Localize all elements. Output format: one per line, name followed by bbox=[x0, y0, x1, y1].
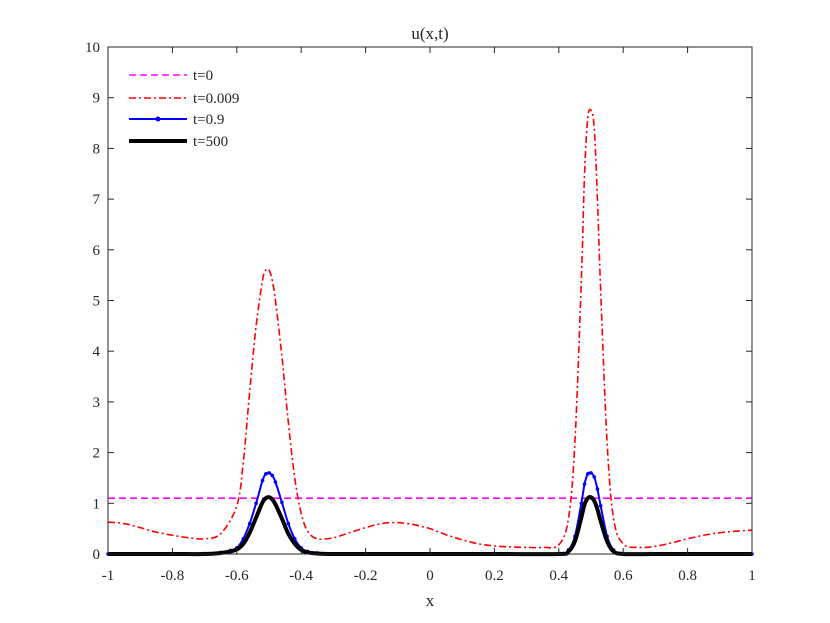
x-tick-label: 0.8 bbox=[678, 568, 697, 584]
series-point-t09 bbox=[280, 500, 284, 505]
x-axis-label: x bbox=[426, 591, 435, 610]
series-point-t09 bbox=[254, 501, 258, 506]
series-point-t09 bbox=[598, 504, 603, 508]
series-point-t09 bbox=[589, 471, 593, 475]
x-tick-label: -1 bbox=[102, 568, 115, 584]
legend-item-t0: t=0 bbox=[129, 68, 213, 84]
legend-marker-t09 bbox=[155, 116, 161, 122]
x-axis-ticks: -1 -0.8 -0.6 -0.4 -0.2 0 0.2 0.4 0.6 0.8 1 bbox=[102, 47, 756, 584]
series-point-t09 bbox=[582, 482, 587, 486]
chart-title: u(x,t) bbox=[411, 24, 448, 43]
y-tick-label: 8 bbox=[93, 141, 101, 157]
legend: t=0 t=0.009 t=0.9 t=500 bbox=[129, 68, 239, 150]
y-tick-label: 1 bbox=[93, 496, 101, 512]
y-tick-label: 10 bbox=[85, 40, 100, 56]
legend-label-t0009: t=0.009 bbox=[193, 91, 239, 107]
legend-label-t500: t=500 bbox=[193, 134, 228, 150]
legend-label-t0: t=0 bbox=[193, 68, 213, 84]
x-tick-label: -0.2 bbox=[354, 568, 378, 584]
x-tick-label: 1 bbox=[748, 568, 756, 584]
series-point-t09 bbox=[263, 472, 268, 476]
legend-label-t09: t=0.9 bbox=[193, 112, 224, 128]
x-tick-label: 0 bbox=[426, 568, 434, 584]
legend-item-t0009: t=0.009 bbox=[129, 91, 239, 107]
plot-area bbox=[108, 47, 752, 554]
y-tick-label: 0 bbox=[93, 547, 101, 563]
legend-item-t500: t=500 bbox=[129, 134, 228, 150]
x-tick-label: -0.6 bbox=[225, 568, 249, 584]
series-point-t09 bbox=[585, 472, 590, 476]
series-point-t09 bbox=[286, 521, 291, 526]
x-tick-label: 0.2 bbox=[485, 568, 504, 584]
series-point-t09 bbox=[270, 473, 275, 478]
x-tick-label: -0.8 bbox=[161, 568, 185, 584]
series-point-t09 bbox=[267, 471, 271, 475]
series-point-t09 bbox=[273, 480, 278, 484]
series-line-t0009 bbox=[107, 108, 753, 549]
series-point-t09 bbox=[579, 501, 584, 506]
x-tick-label: -0.4 bbox=[289, 568, 313, 584]
x-tick-label: 0.4 bbox=[549, 568, 568, 584]
series-point-t09 bbox=[592, 475, 597, 479]
y-axis-ticks: 0 1 2 3 4 5 6 7 8 9 10 bbox=[85, 40, 752, 563]
legend-item-t09: t=0.9 bbox=[129, 112, 224, 128]
x-tick-label: 0.6 bbox=[614, 568, 633, 584]
y-tick-label: 9 bbox=[93, 91, 101, 107]
series-point-t09 bbox=[247, 521, 252, 526]
y-tick-label: 5 bbox=[93, 294, 101, 310]
y-tick-label: 2 bbox=[93, 446, 101, 462]
y-tick-label: 3 bbox=[93, 395, 101, 411]
series-point-t09 bbox=[260, 478, 265, 483]
y-tick-label: 4 bbox=[93, 344, 101, 360]
series-point-t09 bbox=[595, 487, 600, 491]
y-tick-label: 6 bbox=[93, 243, 101, 259]
y-tick-label: 7 bbox=[93, 192, 101, 208]
